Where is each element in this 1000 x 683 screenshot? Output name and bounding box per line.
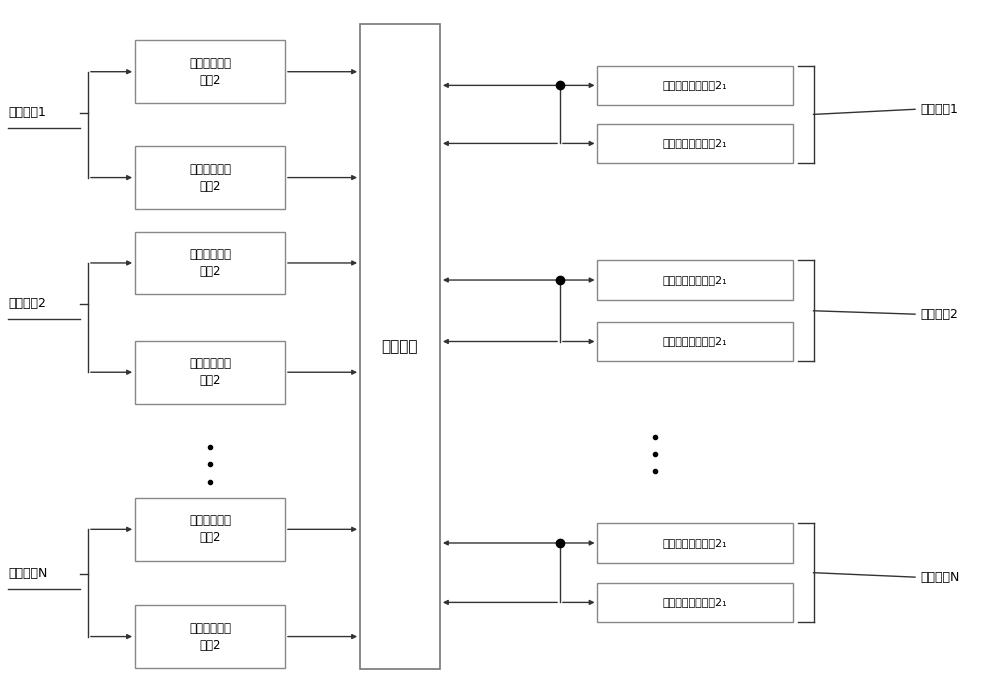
- Bar: [597, 523, 792, 563]
- Bar: [135, 146, 285, 209]
- Text: 第二电流采样模块2₁: 第二电流采样模块2₁: [663, 538, 727, 548]
- Text: 第一电流采样
模块2: 第一电流采样 模块2: [189, 248, 231, 278]
- Text: 交流电源N: 交流电源N: [8, 567, 47, 581]
- Text: 第一电压采样
模块2: 第一电压采样 模块2: [189, 622, 231, 652]
- Text: 第一电压采样
模块2: 第一电压采样 模块2: [189, 163, 231, 193]
- Bar: [135, 341, 285, 404]
- Bar: [360, 24, 440, 669]
- Text: 第一电压采样
模块2: 第一电压采样 模块2: [189, 357, 231, 387]
- Bar: [135, 40, 285, 103]
- Text: 第二电压采样模块2₁: 第二电压采样模块2₁: [663, 598, 727, 607]
- Bar: [597, 583, 792, 622]
- Text: 交流电源2: 交流电源2: [8, 297, 46, 311]
- Text: 交流电源1: 交流电源1: [8, 106, 46, 120]
- Text: 第一电流采样
模块2: 第一电流采样 模块2: [189, 57, 231, 87]
- Text: 第二电压采样模块2₁: 第二电压采样模块2₁: [663, 337, 727, 346]
- Text: 第一电流采样
模块2: 第一电流采样 模块2: [189, 514, 231, 544]
- Bar: [135, 498, 285, 561]
- Text: 第二电流采样模块2₁: 第二电流采样模块2₁: [663, 275, 727, 285]
- Text: 均流电源1: 均流电源1: [920, 102, 958, 116]
- Text: 微处理器: 微处理器: [382, 339, 418, 354]
- Text: 均流电源N: 均流电源N: [920, 570, 959, 584]
- Bar: [597, 124, 792, 163]
- Bar: [135, 605, 285, 668]
- Bar: [597, 260, 792, 300]
- Bar: [135, 232, 285, 294]
- Bar: [597, 322, 792, 361]
- Bar: [597, 66, 792, 105]
- Text: 第二电流采样模块2₁: 第二电流采样模块2₁: [663, 81, 727, 90]
- Text: 第二电压采样模块2₁: 第二电压采样模块2₁: [663, 139, 727, 148]
- Text: 均流电源2: 均流电源2: [920, 307, 958, 321]
